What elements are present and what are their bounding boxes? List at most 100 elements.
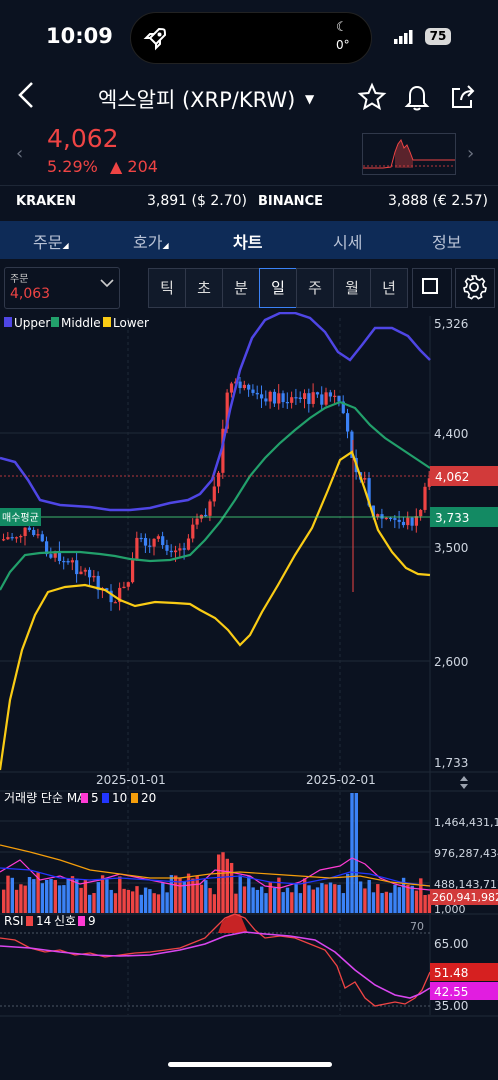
tab-orderbook[interactable]: 호가◢ <box>133 229 169 253</box>
quick-order-select[interactable] <box>4 267 120 309</box>
volume-bar <box>277 877 281 913</box>
resize-handle-icon[interactable] <box>460 776 468 789</box>
candle-body <box>195 518 199 525</box>
candle-body <box>328 392 332 397</box>
volume-bar <box>221 852 225 913</box>
home-indicator <box>168 1062 332 1067</box>
interval-second[interactable]: 초 <box>185 268 223 308</box>
interval-week[interactable]: 주 <box>296 268 334 308</box>
volume-bar <box>178 877 182 913</box>
volume-bar <box>199 884 204 913</box>
volume-bar <box>27 876 32 913</box>
candle-body <box>143 537 148 546</box>
candle-body <box>70 560 74 563</box>
candle-body <box>204 514 208 517</box>
volume-bar <box>122 888 126 913</box>
candle-body <box>260 394 264 399</box>
page-title[interactable]: 엑스알피 (XRP/KRW) <box>98 88 296 112</box>
legend-swatch-ma20 <box>131 793 138 803</box>
candle-body <box>320 394 324 405</box>
volume-bar <box>19 884 23 913</box>
volume-ma20-line <box>0 844 431 887</box>
rsi-line <box>0 913 431 1007</box>
bell-icon[interactable] <box>402 82 432 112</box>
candle-body <box>2 539 6 541</box>
legend-swatch-signal <box>78 916 85 926</box>
candle-body <box>165 545 169 551</box>
candle-body <box>156 536 160 539</box>
candle-body <box>307 393 311 404</box>
change-value: 204 <box>127 157 158 176</box>
candle-body <box>113 602 117 604</box>
candle-body <box>182 548 186 550</box>
volume-bar <box>32 879 36 913</box>
volume-bar <box>290 892 294 913</box>
back-button[interactable] <box>16 80 38 117</box>
candle-body <box>191 524 195 539</box>
y-tick: 4,400 <box>434 427 468 441</box>
candle-body <box>161 536 165 546</box>
quick-order-value: 4,063 <box>10 286 51 302</box>
candle-body <box>83 569 87 572</box>
next-coin-button[interactable]: › <box>467 143 475 164</box>
candle-body <box>247 384 251 390</box>
candle-body <box>217 472 221 487</box>
star-icon[interactable] <box>357 82 387 112</box>
volume-bar <box>139 894 143 913</box>
volume-bar <box>191 878 195 913</box>
volume-bar <box>45 879 49 913</box>
settings-button[interactable] <box>455 268 495 308</box>
volume-bar <box>427 894 432 913</box>
candle-body <box>346 413 350 432</box>
change-absolute: ▲ 204 <box>110 157 158 176</box>
candle-body <box>333 395 337 397</box>
share-icon[interactable] <box>448 82 478 112</box>
candle-body <box>294 397 298 399</box>
weather-temp: 0° <box>336 38 350 52</box>
candle-body <box>32 529 36 536</box>
chart-canvas[interactable]: Upper Middle Lower 5,326 4,400 3,500 2,6… <box>0 312 498 1020</box>
interval-minute[interactable]: 분 <box>222 268 260 308</box>
interval-tick[interactable]: 틱 <box>148 268 186 308</box>
candle-body <box>337 395 341 402</box>
interval-day[interactable]: 일 <box>259 268 297 308</box>
interval-month[interactable]: 월 <box>333 268 371 308</box>
tab-chart[interactable]: 차트 <box>233 233 263 252</box>
menu-corner-icon: ◢ <box>162 241 169 250</box>
volume-bar <box>229 862 234 913</box>
main-legend: Upper Middle Lower <box>4 316 149 330</box>
candle-body <box>389 517 393 520</box>
chevron-down-icon[interactable]: ▼ <box>305 92 315 106</box>
candle-body <box>79 571 83 575</box>
legend-swatch-ma10 <box>102 793 109 803</box>
tab-market[interactable]: 시세 <box>333 233 363 252</box>
interval-year[interactable]: 년 <box>370 268 408 308</box>
status-time: 10:09 <box>46 24 113 48</box>
volume-badge-text: 260,941,982 <box>432 891 498 904</box>
rsi-signal-line <box>0 931 431 999</box>
volume-bar <box>135 886 139 913</box>
volume-bar <box>113 893 118 913</box>
candle-body <box>40 534 44 542</box>
volume-bar <box>217 854 221 913</box>
prev-coin-button[interactable]: ‹ <box>16 143 24 164</box>
mini-sparkline[interactable] <box>362 133 456 175</box>
avg-badge <box>430 507 498 527</box>
candle-body <box>23 527 27 537</box>
volume-bar <box>389 892 393 913</box>
fullscreen-button[interactable] <box>412 268 452 308</box>
volume-y-tick: 976,287,434 <box>434 847 498 860</box>
volume-bar <box>225 858 229 913</box>
volume-bar <box>307 885 311 913</box>
legend-upper: Upper <box>14 316 50 330</box>
tab-info[interactable]: 정보 <box>432 233 462 252</box>
candle-body <box>423 486 427 510</box>
tab-order[interactable]: 주문◢ <box>33 229 69 253</box>
volume-bar <box>423 894 427 913</box>
volume-bar <box>75 878 79 913</box>
candle-body <box>169 550 173 553</box>
legend-ma10: 10 <box>112 791 127 805</box>
exchange-price: 3,888 (€ 2.57) <box>388 193 488 209</box>
volume-bar <box>272 887 277 913</box>
candle-body <box>152 538 156 547</box>
